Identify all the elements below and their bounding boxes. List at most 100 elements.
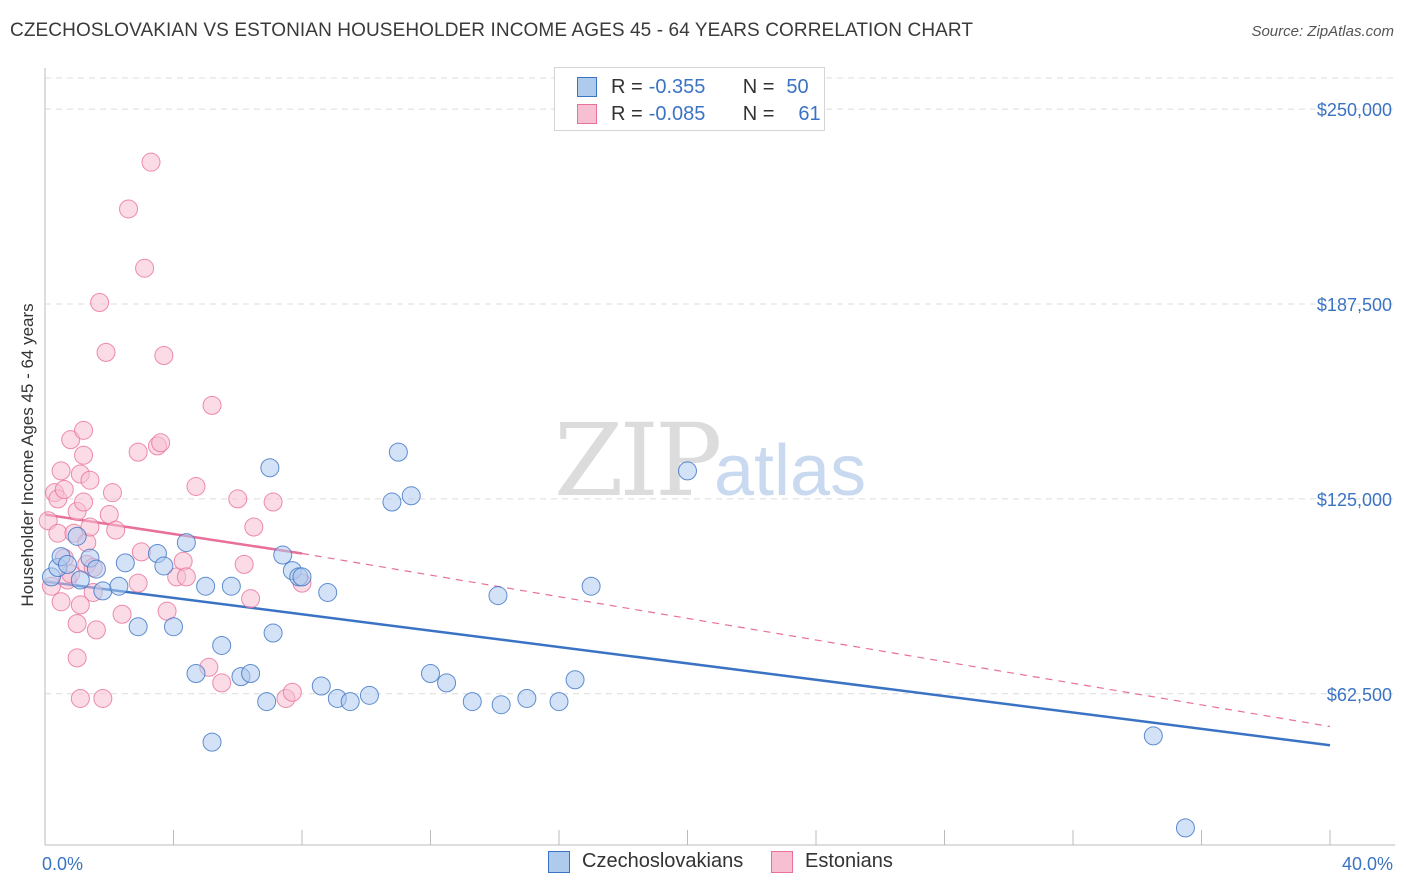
data-point-estonians [244,517,264,537]
data-point-estonians [241,589,261,609]
data-point-czechoslovakians [517,688,537,708]
y-tick-label: $62,500 [1327,685,1392,705]
series-czechoslovakians [41,442,1195,838]
legend-swatch-pink [771,850,793,873]
data-point-estonians [90,292,110,312]
data-point-czechoslovakians [115,553,135,573]
data-point-czechoslovakians [70,570,90,590]
data-point-czechoslovakians [196,576,216,596]
data-point-estonians [228,489,248,509]
data-point-estonians [263,492,283,512]
data-point-estonians [282,682,302,702]
trend-line-estonians-extended [301,552,1331,728]
data-point-czechoslovakians [164,617,183,637]
data-point-czechoslovakians [241,664,261,684]
data-point-czechoslovakians [318,582,338,602]
tick-labels: $62,500 $125,000 $187,500 $250,000 0.0% 40.0%… [18,100,1393,874]
data-point-estonians [135,258,155,278]
data-point-czechoslovakians [421,664,440,684]
data-point-czechoslovakians [257,692,277,712]
y-axis-label: Householder Income Ages 45 - 64 years [18,303,37,606]
data-point-czechoslovakians [581,576,601,596]
data-point-estonians [67,614,87,634]
legend-r-value: -0.085 [648,102,706,125]
data-point-czechoslovakians [1175,818,1195,838]
data-point-estonians [176,567,196,587]
source-label: Source: ZipAtlas.com [1251,23,1394,40]
legend-item-czechoslovakians[interactable]: Czechoslovakians [548,850,743,873]
data-point-czechoslovakians [565,670,585,690]
data-point-estonians [48,523,68,543]
data-point-czechoslovakians [186,664,206,684]
series-legend: Czechoslovakians Estonians [0,850,1406,878]
data-point-estonians [96,342,116,362]
data-point-czechoslovakians [57,554,77,574]
data-point-czechoslovakians [488,586,508,606]
legend-swatch-blue [548,850,570,873]
series-estonians [38,152,312,708]
data-point-czechoslovakians [93,581,113,601]
trend-line-czechoslovakians [44,580,1331,747]
data-point-czechoslovakians [109,576,129,596]
data-point-estonians [173,551,193,571]
data-point-czechoslovakians [382,492,402,512]
data-point-czechoslovakians [340,692,360,712]
data-point-estonians [86,620,106,640]
legend-r-value: -0.355 [648,75,706,98]
data-point-czechoslovakians [212,635,232,655]
data-point-czechoslovakians [388,442,408,462]
data-point-czechoslovakians [462,692,482,712]
data-point-estonians [151,433,171,453]
x-tick-label-end: 40.0% [1342,854,1393,874]
data-point-czechoslovakians [1143,726,1163,746]
data-point-czechoslovakians [273,545,293,565]
watermark-atlas: atlas [714,431,867,511]
data-point-estonians [51,592,71,612]
data-point-czechoslovakians [202,732,222,752]
data-point-estonians [67,648,87,668]
legend-r-label: R = [611,102,643,125]
data-point-estonians [54,480,74,500]
y-tick-label: $250,000 [1317,100,1392,120]
data-point-estonians [154,345,174,365]
legend-n-value: 50 [786,75,809,98]
data-point-czechoslovakians [67,526,87,546]
data-point-czechoslovakians [311,676,331,696]
data-point-estonians [234,554,254,574]
data-point-czechoslovakians [154,556,174,576]
y-tick-label: $187,500 [1317,295,1392,315]
data-point-estonians [186,476,206,496]
data-point-czechoslovakians [260,458,280,478]
data-point-estonians [80,470,100,490]
legend-n-label: N = [742,102,775,125]
legend-swatch-blue [577,77,597,97]
data-point-czechoslovakians [359,685,379,705]
data-point-estonians [74,492,94,512]
legend-item-estonians[interactable]: Estonians [771,850,893,873]
data-point-czechoslovakians [128,617,148,637]
data-point-estonians [74,420,94,440]
data-point-czechoslovakians [221,576,241,596]
trend-lines [44,513,1331,747]
data-point-estonians [80,517,100,537]
x-tick-label-start: 0.0% [42,854,83,874]
data-point-estonians [61,430,81,450]
data-point-estonians [93,688,113,708]
data-point-czechoslovakians [491,695,511,715]
data-point-estonians [128,573,148,593]
data-point-estonians [112,604,132,624]
legend-r-label: R = [611,75,643,98]
legend-n-label: N = [742,75,775,98]
data-point-czechoslovakians [86,559,106,579]
legend-row-estonians: R = -0.085 N = 61 [577,101,821,127]
legend-n-value: 61 [798,102,821,125]
data-point-estonians [202,395,222,415]
watermark-zip: ZIP [554,402,722,519]
legend-row-czechoslovakians: R = -0.355 N = 50 [577,74,809,100]
data-point-estonians [106,520,126,540]
data-point-czechoslovakians [437,673,457,693]
legend-label: Estonians [805,850,893,872]
data-point-estonians [212,673,232,693]
data-point-czechoslovakians [176,533,196,553]
